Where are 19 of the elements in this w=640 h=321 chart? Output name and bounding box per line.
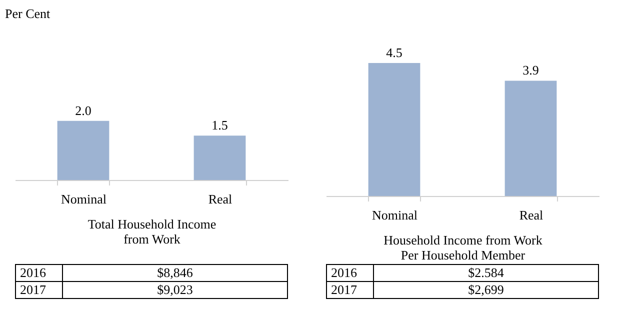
x-tick-label: Real (519, 208, 544, 222)
text: $8,846 (62, 264, 288, 282)
x-axis-title: Total Household Income from Work (88, 216, 216, 246)
text: 2017 (326, 282, 374, 298)
text: 2017 (16, 282, 62, 298)
x-tick-label: Nominal (372, 208, 418, 222)
x-tick-label: Nominal (61, 192, 107, 206)
x-axis-title: Household Income from Work Per Household Member (384, 232, 543, 262)
y-axis-title: Per Cent (5, 6, 50, 22)
text: $2,699 (374, 282, 598, 298)
data-label: 4.5 (386, 45, 402, 60)
data-label: 3.9 (522, 62, 539, 78)
text: $9,023 (62, 282, 288, 298)
text: 2016 (16, 264, 62, 282)
data-label: 2.0 (75, 102, 92, 118)
data-label: 1.5 (212, 118, 228, 133)
x-tick-label: Real (208, 192, 233, 206)
text: 2016 (326, 264, 374, 282)
text: $2.584 (374, 264, 598, 282)
